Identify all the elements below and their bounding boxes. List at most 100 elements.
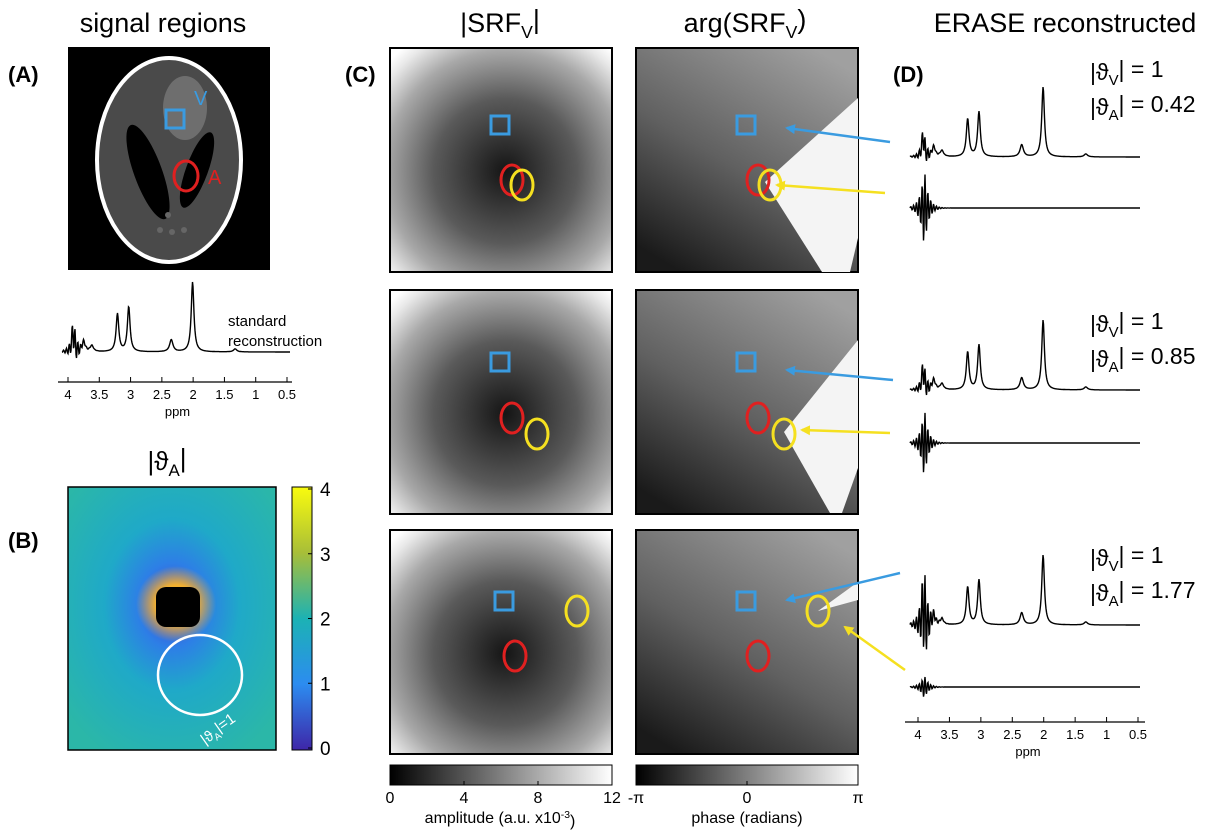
label-end: | = 1 [1119,308,1164,334]
axis-tick-label: 2 [1040,727,1047,742]
region-v [489,114,511,136]
axis-tick-label: 3 [127,387,134,402]
panel-label: (A) [8,62,39,87]
axis-tick-label: 1 [252,387,259,402]
axis-tick-label: 0.5 [278,387,296,402]
axis-tick-label: 2.5 [153,387,171,402]
label: amplitude (a.u. x10-3) [425,810,576,830]
axis-tick-label: 3.5 [940,727,958,742]
label-sub: A [168,461,180,480]
label-end: | = 1 [1119,56,1164,82]
arrow [843,625,906,672]
label-sub: A [1109,107,1119,124]
label-main: |ϑ [147,446,169,476]
region-a [172,159,200,193]
region-a [499,163,525,197]
label: |SRFV| [460,5,540,42]
axis-label: ppm [165,404,190,419]
region-y [805,594,831,628]
arrow [775,180,886,195]
region-v [164,108,186,130]
label-main: |ϑ [1090,311,1109,337]
note: standard [228,313,286,330]
label-end: ) [570,813,575,830]
panel-label: (C) [345,62,376,87]
region-label-a: A [208,167,222,189]
colorbar-label: phase (radians) [691,810,802,827]
phantom-dot [165,212,171,218]
label-sup: -3 [561,810,570,821]
colorbar-tick-label: 0 [743,790,752,807]
label-main: |ϑ [1090,346,1109,372]
region-label-v: V [194,88,208,110]
label-end: | = 1.77 [1119,577,1196,603]
label-end: | = 0.85 [1119,343,1196,369]
colorbar-tick-label: 0 [386,790,395,807]
label-sub: V [1109,558,1119,575]
erase-spectrum [909,555,1140,650]
erase-spectrum [909,320,1140,396]
label-end: | [180,443,187,473]
theta-contour [156,633,244,717]
axis-tick-label: 3 [977,727,984,742]
phantom-dot [181,227,187,233]
region-y [524,417,550,451]
residual-spectrum [909,174,1140,241]
label-sub: A [1109,593,1119,610]
label-end: | = 1 [1119,542,1164,568]
amplitude-map [389,289,613,515]
region-v [735,590,757,612]
label-main: |ϑ [1090,59,1109,85]
label-end: | [533,5,540,35]
column-header: ERASE reconstructed [934,8,1197,38]
colorbar-tick-label: -π [628,790,644,807]
axis-tick-label: 3.5 [90,387,108,402]
region-a [745,639,771,673]
arrow [785,124,891,144]
colorbar-tick-label: 1 [320,674,331,695]
label-main: |SRF [460,8,521,38]
axis-tick-label: 2.5 [1003,727,1021,742]
colorbar-tick-label: 3 [320,545,331,566]
label-main: |ϑ [1090,94,1109,120]
region-a [499,401,525,435]
label-main: |ϑ [1090,545,1109,571]
region-v [735,351,757,373]
label: |ϑA| [147,443,186,480]
phantom-left [126,124,170,220]
label: |ϑA| = 0.85 [1090,343,1195,376]
panel-label: (B) [8,528,39,553]
phase-map [635,529,859,755]
residual-spectrum [909,412,1140,473]
theta-hole [156,587,200,627]
label: |ϑV| = 1 [1090,542,1164,575]
phase-wrap [784,340,858,513]
region-a [745,401,771,435]
axis-label: ppm [1015,744,1040,759]
colorbar-tick-label: 4 [460,790,469,807]
colorbar-tick-label: 2 [320,610,331,631]
colorbar-tick-label: 8 [534,790,543,807]
label-main: amplitude (a.u. x10 [425,810,561,827]
axis-tick-label: 1 [1103,727,1110,742]
amplitude-map [389,529,613,755]
label: |ϑV| = 1 [1090,56,1164,89]
label-end: ) [797,5,806,35]
colorbar-tick-label: 4 [320,480,331,501]
region-y [509,168,535,202]
phase-wrap [765,98,858,272]
colorbar-tick-label: 0 [320,739,331,760]
standard-spectrum [61,281,290,359]
label-end: | = 0.42 [1119,91,1196,117]
amplitude-colorbar [389,764,613,786]
label-sub: V [1109,324,1119,341]
label-sub: V [786,22,798,42]
phantom-dot [169,229,175,235]
phantom-dot [157,227,163,233]
label: |ϑA| = 0.42 [1090,91,1195,124]
arrow [785,571,901,604]
region-v [489,351,511,373]
column-header: signal regions [80,8,247,38]
